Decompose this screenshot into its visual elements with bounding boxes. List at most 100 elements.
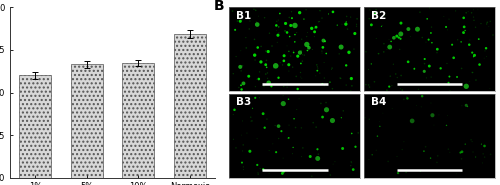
- Point: [310, 30, 318, 33]
- Point: [312, 26, 320, 29]
- Point: [239, 143, 247, 146]
- Point: [290, 51, 298, 54]
- Point: [270, 66, 278, 69]
- Point: [296, 11, 304, 14]
- Point: [426, 65, 434, 68]
- Point: [465, 89, 473, 92]
- Point: [454, 38, 462, 41]
- Point: [302, 35, 310, 38]
- Point: [316, 72, 324, 75]
- Point: [287, 24, 295, 27]
- Point: [393, 155, 401, 158]
- Point: [290, 50, 298, 53]
- Point: [466, 38, 474, 41]
- Point: [272, 64, 280, 67]
- Point: [428, 26, 436, 28]
- Point: [305, 46, 313, 49]
- Point: [279, 94, 287, 97]
- Point: [266, 32, 274, 35]
- Point: [472, 79, 480, 82]
- Point: [398, 89, 406, 92]
- Point: [238, 149, 246, 152]
- Point: [318, 50, 326, 53]
- Point: [349, 168, 357, 171]
- Point: [269, 142, 277, 145]
- Point: [286, 55, 294, 58]
- Point: [274, 41, 281, 44]
- Point: [288, 17, 296, 20]
- Point: [376, 125, 384, 128]
- Point: [348, 132, 356, 135]
- Point: [317, 102, 325, 105]
- Point: [272, 24, 280, 27]
- Point: [470, 55, 478, 58]
- Point: [347, 160, 355, 163]
- Point: [228, 10, 236, 13]
- Point: [232, 146, 240, 149]
- Point: [240, 165, 248, 168]
- Point: [298, 60, 306, 63]
- Point: [448, 43, 456, 46]
- Point: [323, 82, 331, 85]
- Point: [426, 157, 434, 160]
- Point: [364, 68, 372, 71]
- Point: [252, 20, 260, 23]
- Point: [280, 85, 287, 88]
- Point: [462, 104, 470, 107]
- Point: [414, 88, 422, 91]
- Point: [274, 125, 282, 128]
- Point: [250, 54, 258, 57]
- Point: [340, 109, 347, 112]
- Point: [328, 87, 336, 90]
- Point: [397, 22, 405, 25]
- Point: [264, 77, 272, 80]
- Point: [460, 16, 468, 19]
- Point: [329, 10, 337, 13]
- Point: [326, 174, 334, 176]
- Point: [347, 90, 355, 93]
- Point: [443, 62, 451, 65]
- Point: [458, 67, 466, 70]
- Point: [362, 50, 370, 53]
- Bar: [174, 34, 206, 178]
- Point: [246, 150, 254, 153]
- Point: [376, 120, 384, 123]
- Point: [238, 19, 246, 22]
- Point: [420, 150, 428, 153]
- Point: [348, 77, 356, 80]
- Point: [281, 29, 289, 32]
- Point: [424, 38, 432, 41]
- Point: [320, 61, 328, 64]
- Point: [304, 31, 312, 34]
- Point: [253, 137, 261, 140]
- Point: [294, 88, 302, 90]
- Point: [322, 101, 330, 104]
- Point: [278, 63, 286, 66]
- Point: [486, 87, 494, 90]
- Point: [420, 62, 428, 65]
- Point: [354, 131, 362, 134]
- Point: [416, 170, 424, 173]
- Point: [322, 108, 330, 111]
- Point: [445, 84, 453, 87]
- Point: [371, 12, 379, 15]
- Point: [318, 116, 326, 119]
- Point: [446, 90, 454, 92]
- Point: [298, 53, 306, 56]
- Point: [291, 40, 299, 43]
- Point: [368, 63, 376, 65]
- Point: [467, 138, 475, 141]
- Point: [430, 124, 438, 127]
- Point: [308, 27, 316, 30]
- Point: [236, 20, 244, 23]
- Point: [245, 28, 253, 31]
- Point: [482, 23, 490, 26]
- Point: [274, 76, 282, 79]
- Point: [390, 36, 398, 39]
- Point: [318, 17, 326, 20]
- Point: [348, 84, 356, 87]
- Point: [265, 149, 273, 152]
- Point: [256, 167, 264, 170]
- Point: [435, 113, 443, 116]
- Point: [456, 151, 464, 154]
